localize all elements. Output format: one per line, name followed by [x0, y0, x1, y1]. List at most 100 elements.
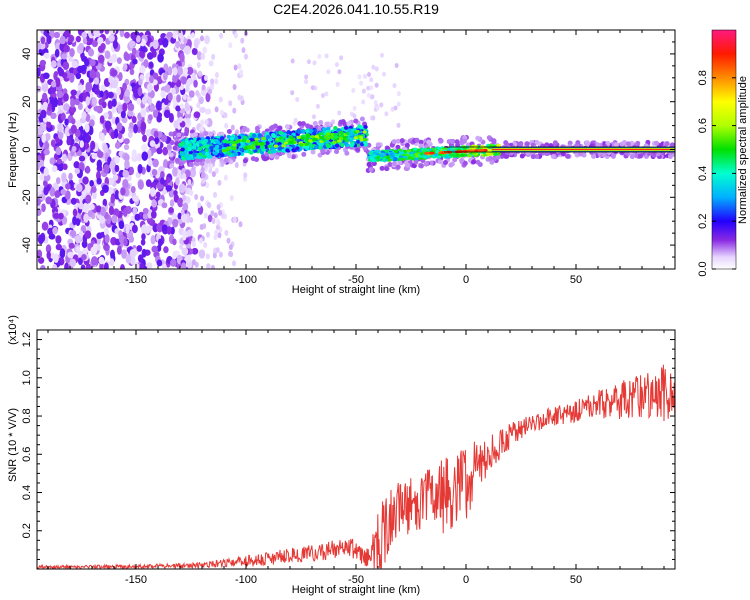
- noise-blob: [52, 226, 58, 235]
- noise-blob: [46, 250, 51, 260]
- noise-blob: [114, 141, 121, 149]
- band-peak: [333, 132, 338, 137]
- noise-blob: [60, 112, 66, 121]
- noise-blob: [155, 191, 161, 199]
- noise-blob: [396, 122, 401, 128]
- noise-blob: [186, 256, 191, 263]
- band-peak: [261, 136, 266, 141]
- band-core: [185, 140, 190, 145]
- noise-blob: [100, 84, 107, 92]
- noise-blob: [85, 194, 92, 204]
- band-core: [460, 153, 465, 157]
- noise-blob: [98, 256, 105, 265]
- carrier-line: [492, 149, 675, 150]
- noise-blob: [191, 237, 196, 244]
- noise-blob: [131, 47, 137, 56]
- band-halo: [414, 137, 420, 143]
- band-core: [183, 143, 189, 148]
- noise-blob: [154, 136, 160, 145]
- band-core: [186, 156, 191, 161]
- noise-blob: [295, 97, 300, 103]
- noise-blob: [189, 217, 194, 224]
- x-tick-label: 50: [570, 274, 582, 286]
- noise-blob: [37, 208, 42, 216]
- noise-blob: [361, 99, 366, 105]
- noise-blob: [141, 151, 149, 161]
- y-tick-label: 1.2: [21, 332, 33, 347]
- noise-blob: [75, 72, 82, 80]
- band-peak: [319, 135, 324, 140]
- noise-blob: [63, 30, 71, 38]
- noise-blob: [172, 238, 177, 246]
- noise-blob: [40, 264, 46, 269]
- noise-blob: [53, 97, 59, 108]
- noise-blob: [70, 97, 76, 108]
- noise-blob: [52, 263, 58, 269]
- noise-blob: [137, 254, 144, 263]
- band-halo: [634, 153, 640, 159]
- noise-blob: [164, 84, 171, 93]
- noise-blob: [83, 213, 89, 223]
- noise-blob: [85, 96, 91, 106]
- noise-blob: [359, 80, 364, 86]
- band-peak: [477, 149, 483, 152]
- noise-blob: [213, 191, 218, 198]
- noise-blob: [133, 89, 140, 99]
- noise-blob: [124, 53, 131, 62]
- noise-blob: [111, 53, 118, 63]
- noise-blob: [76, 183, 83, 193]
- noise-blob: [167, 92, 173, 102]
- noise-blob: [173, 189, 178, 197]
- noise-blob: [189, 229, 194, 236]
- noise-blob: [45, 244, 52, 254]
- snr-frame: [36, 329, 676, 570]
- band-peak: [260, 145, 266, 149]
- noise-blob: [64, 118, 69, 126]
- noise-blob: [139, 262, 145, 269]
- noise-blob: [181, 247, 189, 256]
- noise-blob: [37, 67, 41, 78]
- noise-blob: [84, 58, 90, 67]
- noise-blob: [114, 189, 120, 200]
- noise-blob: [68, 242, 75, 249]
- noise-blob: [179, 103, 184, 110]
- band-core: [248, 150, 254, 155]
- noise-blob: [172, 218, 179, 228]
- noise-blob: [165, 176, 171, 184]
- band-core: [285, 148, 290, 153]
- band-core: [375, 149, 381, 154]
- noise-blob: [84, 123, 90, 133]
- band-core: [203, 144, 209, 149]
- band-halo: [448, 162, 454, 168]
- band-peak: [225, 140, 231, 144]
- noise-blob: [121, 116, 128, 124]
- noise-blob: [102, 198, 108, 207]
- noise-blob: [37, 127, 43, 136]
- band-core: [214, 147, 219, 152]
- noise-blob: [166, 225, 172, 235]
- band-halo: [368, 167, 374, 173]
- noise-blob: [58, 212, 64, 220]
- noise-blob: [241, 47, 246, 54]
- noise-blob: [63, 44, 71, 53]
- noise-blob: [116, 87, 122, 96]
- noise-blob: [111, 214, 118, 224]
- band-peak: [250, 143, 256, 148]
- noise-blob: [193, 79, 198, 88]
- noise-blob: [66, 137, 72, 146]
- noise-blob: [172, 73, 178, 84]
- noise-blob: [145, 262, 153, 269]
- band-halo: [178, 161, 184, 167]
- band-halo: [174, 157, 180, 163]
- noise-blob: [62, 163, 68, 171]
- noise-blob: [149, 140, 156, 147]
- band-core: [343, 141, 348, 146]
- noise-blob: [215, 247, 220, 254]
- noise-blob: [213, 234, 218, 241]
- noise-blob: [68, 172, 73, 181]
- snr-scale-label: (x10⁴): [7, 315, 19, 345]
- noise-blob: [104, 30, 110, 35]
- band-halo: [168, 131, 174, 137]
- band-halo: [250, 156, 256, 162]
- noise-blob: [95, 205, 102, 213]
